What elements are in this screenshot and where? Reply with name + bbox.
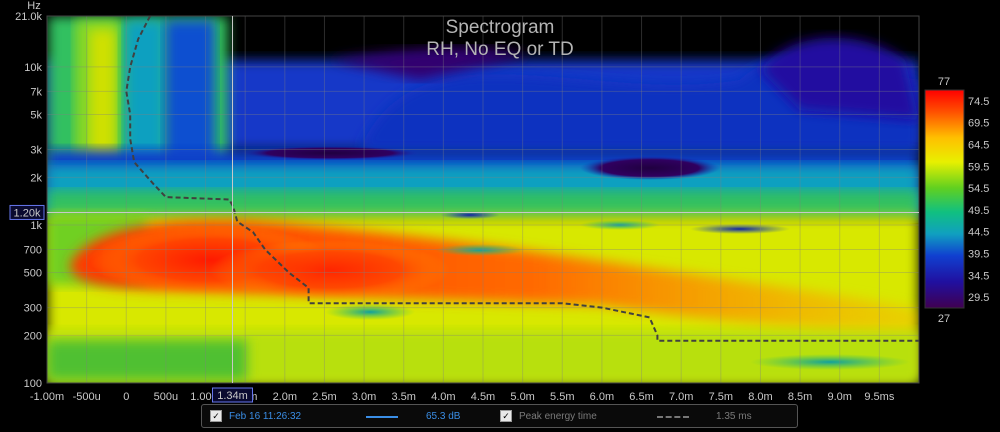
x-tick-label: 2.5m [312,391,336,403]
y-tick-label: 3k [30,145,42,157]
legend: ✓ Feb 16 11:26:32 65.3 dB ✓ Peak energy … [201,404,798,428]
x-tick-label: 9.5ms [864,391,894,403]
y-tick-label: 200 [24,330,42,342]
x-tick-label: 9.0m [827,391,851,403]
colorbar-tick-label: 69.5 [968,118,989,130]
x-tick-label: 5.0m [510,391,534,403]
colorbar-min-label: 27 [938,313,950,325]
y-tick-label: 10k [24,62,42,74]
y-axis-ticks: 21.0k 10k 7k 5k 3k 2k 1k 700 500 300 200 100 [15,11,42,390]
legend-measurement-value: 65.3 dB [426,411,461,422]
colorbar-tick-label: 49.5 [968,205,989,217]
x-axis-ticks: -1.00m-500u0500u1.00m1.5m2.0m2.5m3.0m3.5… [30,391,895,403]
legend-checkbox-peak-energy[interactable]: ✓ [500,410,512,422]
y-tick-label: 21.0k [15,11,42,23]
x-tick-label: 3.5m [391,391,415,403]
legend-measurement-name: Feb 16 11:26:32 [229,411,302,422]
y-tick-label: 5k [30,109,42,121]
colorbar-tick-label: 54.5 [968,183,989,195]
y-tick-label: 700 [24,244,42,256]
x-tick-label: -500u [73,391,101,403]
colorbar-tick-label: 74.5 [968,96,989,108]
colorbar-max-label: 77 [938,76,950,88]
cursor-freq-label: 1.20k [14,207,41,219]
chart-title: Spectrogram [446,17,555,38]
legend-peak-energy-swatch [657,416,689,418]
y-tick-label: 1k [30,220,42,232]
colorbar-tick-label: 39.5 [968,249,989,261]
y-tick-label: 300 [24,303,42,315]
legend-peak-energy-value: 1.35 ms [716,411,752,422]
x-tick-label: 0 [123,391,129,403]
chart-subtitle: RH, No EQ or TD [426,39,573,60]
cursor-time-box: 1.34m [211,387,253,403]
x-tick-label: 6.0m [590,391,614,403]
x-tick-label: 2.0m [273,391,297,403]
legend-peak-energy-name: Peak energy time [519,411,597,422]
y-tick-label: 100 [24,378,42,390]
colorbar-tick-label: 29.5 [968,292,989,304]
x-tick-label: 500u [154,391,178,403]
y-tick-label: 500 [24,268,42,280]
y-unit-label: Hz [27,0,40,12]
legend-checkbox-measurement[interactable]: ✓ [210,410,222,422]
x-tick-label: 8.0m [748,391,772,403]
peak-energy-curve [125,15,919,342]
heatmap-field [47,16,919,383]
legend-measurement-swatch [366,416,398,418]
cursor-time-label: 1.34m [217,390,248,402]
colorbar-tick-label: 59.5 [968,161,989,173]
x-tick-label: 6.5m [629,391,653,403]
x-tick-label: 7.5m [709,391,733,403]
colorbar-tick-label: 34.5 [968,270,989,282]
x-tick-label: 4.5m [471,391,495,403]
y-tick-label: 7k [30,86,42,98]
x-tick-label: 3.0m [352,391,376,403]
cursor-freq-box: 1.20k [9,204,45,220]
x-tick-label: 5.5m [550,391,574,403]
x-tick-label: -1.00m [30,391,64,403]
x-tick-label: 4.0m [431,391,455,403]
y-tick-label: 2k [30,172,42,184]
plot-frame [46,15,920,384]
colorbar-gradient [924,89,965,309]
x-tick-label: 8.5m [788,391,812,403]
x-tick-label: 7.0m [669,391,693,403]
colorbar-tick-label: 44.5 [968,227,989,239]
colorbar-tick-label: 64.5 [968,140,989,152]
colorbar: 77 27 74.5 69.5 64.5 59.5 54.5 49.5 44.5 39.5 34… [924,76,989,325]
